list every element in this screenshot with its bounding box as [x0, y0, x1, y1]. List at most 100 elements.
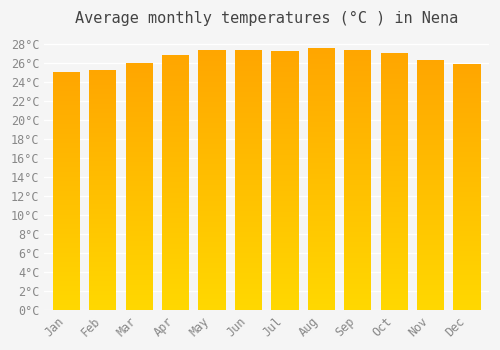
Bar [417, 165, 444, 170]
Bar [89, 290, 117, 295]
Bar [344, 87, 372, 92]
Bar [454, 172, 480, 177]
Bar [52, 82, 80, 86]
Bar [126, 107, 153, 112]
Bar [198, 222, 226, 227]
Bar [89, 267, 117, 271]
Bar [271, 113, 298, 119]
Bar [126, 167, 153, 172]
Bar [380, 94, 408, 99]
Bar [52, 295, 80, 300]
Bar [344, 206, 372, 211]
Bar [271, 279, 298, 284]
Bar [198, 107, 226, 113]
Bar [271, 304, 298, 310]
Bar [344, 190, 372, 196]
Bar [198, 185, 226, 190]
Bar [417, 290, 444, 295]
Bar [89, 271, 117, 276]
Bar [52, 182, 80, 186]
Bar [198, 294, 226, 299]
Bar [271, 258, 298, 263]
Bar [235, 97, 262, 102]
Bar [308, 59, 335, 64]
Bar [417, 145, 444, 150]
Bar [162, 274, 190, 279]
Bar [162, 218, 190, 223]
Bar [308, 226, 335, 231]
Bar [454, 202, 480, 206]
Bar [235, 196, 262, 201]
Bar [52, 258, 80, 262]
Bar [198, 175, 226, 180]
Bar [454, 64, 480, 69]
Bar [162, 126, 190, 132]
Bar [417, 80, 444, 85]
Bar [198, 71, 226, 76]
Bar [126, 132, 153, 137]
Bar [380, 99, 408, 105]
Bar [454, 300, 480, 305]
Bar [198, 253, 226, 258]
Bar [89, 224, 117, 228]
Bar [198, 258, 226, 263]
Bar [380, 197, 408, 202]
Bar [271, 144, 298, 149]
Bar [308, 200, 335, 205]
Bar [162, 121, 190, 126]
Bar [271, 82, 298, 88]
Bar [417, 85, 444, 90]
Bar [454, 295, 480, 300]
Bar [380, 115, 408, 120]
Bar [162, 238, 190, 244]
Bar [198, 237, 226, 242]
Bar [417, 65, 444, 70]
Bar [198, 159, 226, 164]
Bar [454, 305, 480, 310]
Bar [308, 127, 335, 132]
Bar [344, 118, 372, 123]
Bar [126, 236, 153, 240]
Bar [454, 152, 480, 157]
Bar [162, 111, 190, 116]
Bar [198, 273, 226, 279]
Bar [126, 181, 153, 186]
Bar [162, 188, 190, 193]
Bar [198, 56, 226, 61]
Bar [271, 134, 298, 139]
Bar [344, 123, 372, 128]
Bar [308, 231, 335, 237]
Bar [417, 100, 444, 105]
Bar [417, 230, 444, 235]
Bar [126, 295, 153, 300]
Bar [52, 305, 80, 310]
Bar [271, 186, 298, 191]
Bar [198, 242, 226, 247]
Bar [162, 65, 190, 70]
Bar [162, 162, 190, 167]
Bar [235, 263, 262, 268]
Bar [380, 284, 408, 289]
Bar [344, 299, 372, 304]
Bar [235, 159, 262, 164]
Bar [89, 90, 117, 94]
Bar [162, 244, 190, 248]
Bar [271, 56, 298, 62]
Bar [52, 291, 80, 295]
Bar [344, 304, 372, 310]
Bar [235, 247, 262, 253]
Bar [308, 111, 335, 117]
Bar [126, 265, 153, 270]
Bar [89, 70, 117, 75]
Bar [454, 226, 480, 231]
Bar [454, 216, 480, 221]
Bar [454, 88, 480, 93]
Bar [162, 284, 190, 289]
Bar [344, 175, 372, 180]
Bar [308, 148, 335, 153]
Bar [52, 281, 80, 286]
Bar [198, 76, 226, 82]
Bar [162, 116, 190, 121]
Bar [417, 225, 444, 230]
Bar [162, 60, 190, 65]
